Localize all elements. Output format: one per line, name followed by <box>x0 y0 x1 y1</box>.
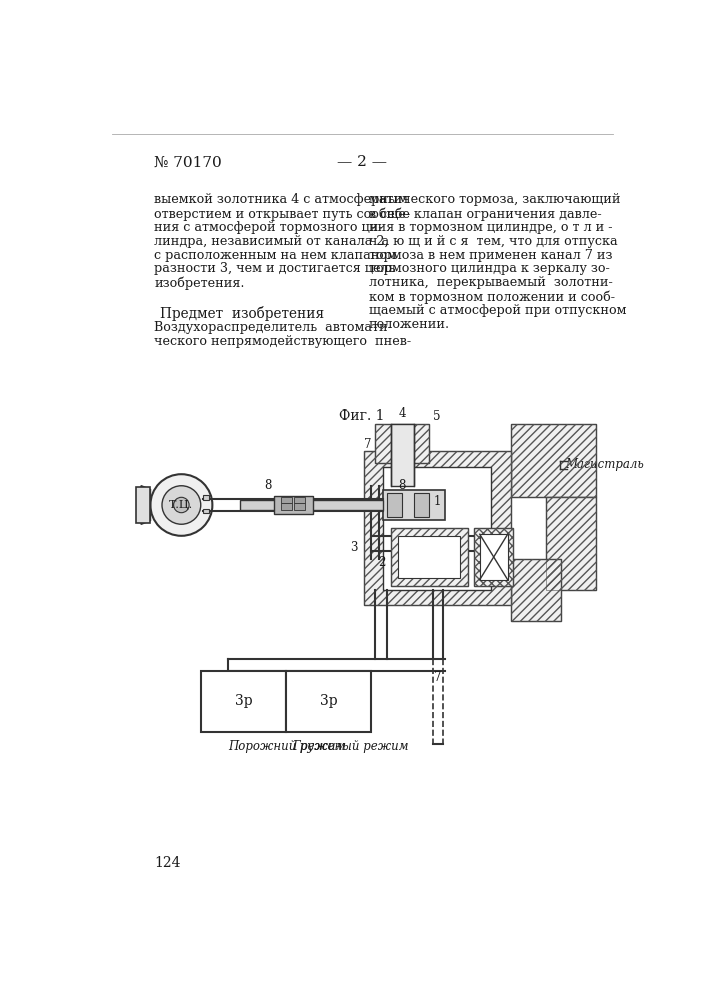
Text: 3: 3 <box>351 541 358 554</box>
Bar <box>375 424 429 463</box>
Bar <box>546 497 596 590</box>
Text: 8: 8 <box>398 479 406 492</box>
Text: 2: 2 <box>378 556 385 569</box>
Bar <box>281 497 292 503</box>
Bar <box>391 528 468 586</box>
Text: Воздухораспределитель  автомати-: Воздухораспределитель автомати- <box>154 321 392 334</box>
Bar <box>383 490 445 520</box>
Bar <box>240 500 383 510</box>
Text: ком в тормозном положении и сооб-: ком в тормозном положении и сооб- <box>369 290 615 304</box>
Bar <box>398 536 460 578</box>
Bar <box>474 528 513 586</box>
Circle shape <box>151 474 212 536</box>
Text: отверстием и открывает путь сообще-: отверстием и открывает путь сообще- <box>154 207 410 221</box>
Bar <box>546 497 596 590</box>
Bar <box>363 451 510 605</box>
Text: Порожний режим: Порожний режим <box>228 740 345 753</box>
Text: 7: 7 <box>434 671 442 684</box>
Bar <box>281 503 292 510</box>
Text: лотника,  перекрываемый  золотни-: лотника, перекрываемый золотни- <box>369 276 613 289</box>
Text: ния с атмосферой тормозного ци-: ния с атмосферой тормозного ци- <box>154 221 383 234</box>
Text: ческого непрямодействующего  пнев-: ческого непрямодействующего пнев- <box>154 335 411 348</box>
Bar <box>274 496 313 514</box>
Text: выемкой золотника 4 с атмосферным: выемкой золотника 4 с атмосферным <box>154 193 408 206</box>
Bar <box>474 528 513 586</box>
Bar <box>414 493 429 517</box>
Polygon shape <box>141 486 151 524</box>
Text: в себе клапан ограничения давле-: в себе клапан ограничения давле- <box>369 207 602 221</box>
Bar <box>510 424 596 497</box>
Text: ния в тормозном цилиндре, о т л и -: ния в тормозном цилиндре, о т л и - <box>369 221 612 234</box>
Text: Груженый режим: Груженый режим <box>292 740 409 753</box>
Bar <box>383 466 491 590</box>
Text: 4: 4 <box>399 407 406 420</box>
Text: № 70170: № 70170 <box>154 155 222 169</box>
Text: матического тормоза, заключающий: матического тормоза, заключающий <box>369 193 621 206</box>
Bar <box>363 451 510 605</box>
Text: линдра, независимый от канала 2,: линдра, независимый от канала 2, <box>154 235 389 248</box>
Text: — 2 —: — 2 — <box>337 155 387 169</box>
Bar <box>286 671 371 732</box>
Text: 3р: 3р <box>320 694 337 708</box>
Text: Т.Ц.: Т.Ц. <box>169 500 194 510</box>
Text: Фиг. 1: Фиг. 1 <box>339 409 385 423</box>
Text: щаемый с атмосферой при отпускном: щаемый с атмосферой при отпускном <box>369 304 626 317</box>
Text: 7: 7 <box>363 438 371 451</box>
Text: тормозного цилиндра к зеркалу зо-: тормозного цилиндра к зеркалу зо- <box>369 262 609 275</box>
Bar <box>201 671 286 732</box>
Bar <box>391 528 468 586</box>
Bar <box>480 534 508 580</box>
Bar <box>375 424 429 463</box>
Bar <box>387 493 402 517</box>
Text: разности 3, чем и достигается цель: разности 3, чем и достигается цель <box>154 262 396 275</box>
Text: 3р: 3р <box>235 694 252 708</box>
Text: 5: 5 <box>433 410 441 423</box>
Text: с расположенным на нем клапаном: с расположенным на нем клапаном <box>154 249 397 262</box>
Bar <box>510 424 596 497</box>
Text: Предмет  изобретения: Предмет изобретения <box>160 306 325 321</box>
Text: положении.: положении. <box>369 318 450 331</box>
Bar <box>136 487 151 523</box>
Bar <box>510 559 561 620</box>
Circle shape <box>174 497 189 513</box>
Text: 8: 8 <box>264 479 271 492</box>
Bar <box>510 559 561 620</box>
Text: 1: 1 <box>433 495 440 508</box>
Text: изобретения.: изобретения. <box>154 276 245 290</box>
Bar <box>203 495 209 500</box>
Circle shape <box>162 486 201 524</box>
Text: 124: 124 <box>154 856 181 870</box>
Text: тормоза в нем применен канал 7 из: тормоза в нем применен канал 7 из <box>369 249 612 262</box>
Bar <box>293 497 305 503</box>
Bar <box>203 509 209 513</box>
Text: ч а ю щ и й с я  тем, что для отпуска: ч а ю щ и й с я тем, что для отпуска <box>369 235 617 248</box>
Bar <box>293 503 305 510</box>
Text: Магистраль: Магистраль <box>565 458 644 471</box>
Bar <box>391 424 414 486</box>
